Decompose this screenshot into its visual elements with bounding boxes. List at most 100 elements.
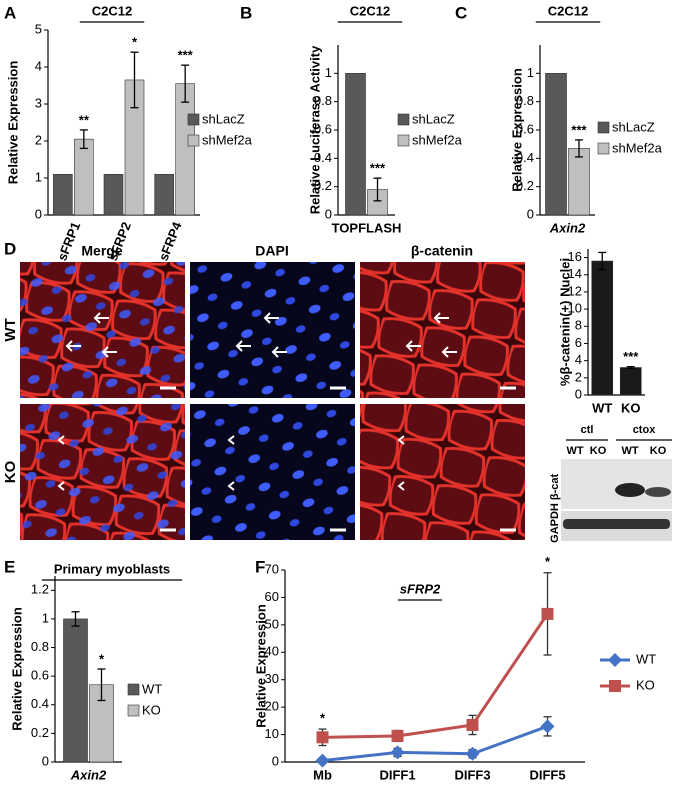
bar (591, 260, 614, 396)
line (322, 724, 549, 763)
legend-label: shLacZ (412, 111, 455, 126)
y-tick-label: 10 (568, 301, 582, 316)
chart-title: C2C12 (92, 3, 132, 18)
legend-swatch (397, 134, 410, 147)
legend-swatch (597, 142, 610, 155)
legend-label: KO (636, 677, 655, 692)
lane-label: WT (566, 445, 583, 457)
y-tick-label: 0.4 (314, 150, 332, 165)
legend-label: WT (636, 651, 656, 666)
y-tick-label: 70 (265, 561, 279, 576)
chart-title: Primary myoblasts (54, 561, 170, 576)
y-tick-label: 0.8 (516, 93, 534, 108)
y-axis-label: Relative Expression (9, 607, 24, 731)
y-tick-label: 0 (42, 753, 49, 768)
y-tick-label: 1 (42, 610, 49, 625)
y-axis-label: Relative Expression (509, 68, 524, 192)
marker (465, 746, 480, 761)
row-label: KO (2, 460, 19, 483)
y-tick-label: 20 (265, 699, 279, 714)
bar (619, 367, 642, 396)
y-tick-label: 0.2 (31, 725, 49, 740)
arrows (57, 312, 516, 532)
marker (391, 729, 404, 742)
y-tick-label: 8 (575, 318, 582, 333)
chart-title: sFRP2 (400, 581, 441, 596)
x-tick-label: Axin2 (549, 220, 586, 235)
y-tick-label: 40 (265, 644, 279, 659)
y-tick-label: 0 (272, 753, 279, 768)
y-tick-label: 2 (575, 369, 582, 384)
micrographs (20, 262, 525, 540)
lane-label: KO (590, 445, 607, 457)
x-tick-label: sFRP2 (105, 220, 134, 263)
band (645, 487, 671, 497)
marker (466, 718, 479, 731)
column-label: β-catenin (411, 243, 473, 259)
y-tick-label: 4 (35, 58, 42, 73)
bar (103, 174, 124, 216)
bar (53, 174, 73, 216)
x-tick-label: sFRP1 (54, 220, 83, 263)
image-dapi-wt-nuclei (190, 262, 355, 398)
x-tick-label: Mb (313, 767, 332, 782)
legend-label: KO (142, 702, 161, 717)
image-catenin-wt (360, 262, 525, 398)
lane-label: KO (650, 445, 667, 457)
y-tick-label: 5 (35, 21, 42, 36)
marker (315, 753, 330, 768)
x-tick-label: DIFF5 (529, 767, 565, 782)
y-tick-label: 0.8 (314, 93, 332, 108)
y-axis-label: %β-catenin(+) Nuclei (557, 258, 572, 386)
bar (154, 174, 174, 216)
x-tick-label: Axin2 (70, 767, 107, 782)
panel-letter: D (4, 239, 16, 258)
y-tick-label: 0 (575, 386, 582, 401)
blot-group: ctox (633, 424, 657, 436)
y-tick-label: 6 (575, 335, 582, 350)
significance: *** (623, 349, 639, 364)
y-tick-label: 0.6 (516, 121, 534, 136)
x-tick-label: DIFF1 (379, 767, 415, 782)
y-tick-label: 0.2 (314, 178, 332, 193)
y-axis-label: Relative Luciferase Activity (307, 45, 322, 214)
y-tick-label: 2 (35, 132, 42, 147)
chart-title: C2C12 (350, 3, 390, 18)
panel-letter: B (240, 3, 252, 22)
blot-strip (561, 459, 672, 509)
row-label: WT (2, 318, 19, 341)
legend-swatch (127, 683, 140, 696)
image-merge-ko-nuclei (20, 404, 185, 540)
panel-letter: A (4, 3, 16, 22)
y-tick-label: 1 (325, 65, 332, 80)
significance: * (99, 651, 105, 666)
y-tick-label: 60 (265, 589, 279, 604)
legend-swatch (397, 113, 410, 126)
significance: * (132, 35, 138, 50)
image-merge-wt-nuclei (20, 262, 185, 398)
y-tick-label: 0 (35, 206, 42, 221)
legend-label: shLacZ (612, 119, 655, 134)
y-tick-label: 14 (568, 266, 582, 281)
bar (74, 138, 94, 216)
y-tick-label: 1.2 (31, 582, 49, 597)
band (615, 483, 645, 497)
y-tick-label: 50 (265, 616, 279, 631)
significance: * (320, 711, 326, 726)
y-axis-label: Relative Expression (253, 604, 268, 728)
significance: ** (79, 112, 90, 127)
x-tick-label: sFRP4 (156, 219, 185, 263)
x-tick-label: DIFF3 (454, 767, 490, 782)
y-tick-label: 12 (568, 283, 582, 298)
x-tick-label: TOPFLASH (332, 220, 402, 235)
blot-group: ctl (581, 424, 594, 436)
significance: * (545, 554, 551, 569)
y-tick-label: 0.4 (31, 696, 49, 711)
panel-letter: E (4, 557, 15, 576)
bar (345, 73, 366, 216)
y-tick-label: 4 (575, 352, 582, 367)
y-tick-label: 0.4 (516, 150, 534, 165)
marker (316, 731, 329, 744)
line (322, 613, 549, 739)
y-tick-label: 30 (265, 671, 279, 686)
